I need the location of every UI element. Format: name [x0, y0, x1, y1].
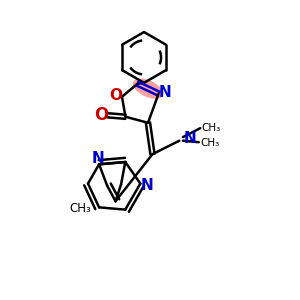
Ellipse shape: [133, 79, 164, 99]
Text: N: N: [91, 152, 104, 166]
Text: N: N: [159, 85, 172, 100]
Text: O: O: [109, 88, 122, 103]
Text: CH₃: CH₃: [202, 123, 221, 133]
Text: CH₃: CH₃: [200, 138, 220, 148]
Text: O: O: [94, 106, 108, 124]
Text: N: N: [140, 178, 153, 193]
Text: CH₃: CH₃: [69, 202, 91, 215]
Text: N: N: [184, 131, 197, 146]
